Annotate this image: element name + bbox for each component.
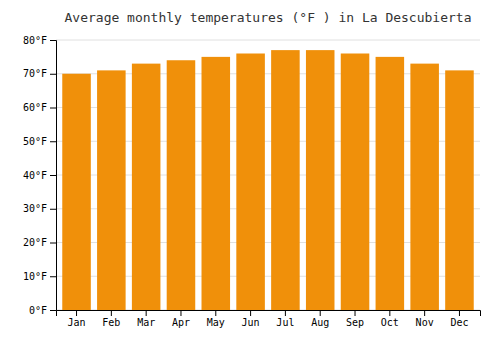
bar [445,70,474,310]
chart: Jan Feb Mar Apr May Jun Jul Aug Sep Oct Nov Dec 0°F 1… [0,0,500,350]
y-tick: 50°F [23,136,56,147]
bars [62,50,473,310]
bar [341,54,370,311]
x-tick-label: Aug [311,317,329,328]
x-tick-mark [250,310,251,316]
x-tick: Jun [242,310,260,328]
x-tick-label: Jul [276,317,294,328]
x-tick-label: Dec [450,317,468,328]
y-tick: 10°F [23,271,56,282]
y-tick-mark [50,310,56,311]
bar [306,50,335,310]
y-tick-label: 30°F [23,203,47,214]
x-tick-mark [424,310,425,316]
x-tick-mark [76,310,77,316]
y-tick-mark [50,209,56,210]
y-tick-mark [50,74,56,75]
y-tick: 0°F [29,305,56,316]
bar [236,54,265,311]
y-tick-label: 60°F [23,102,47,113]
x-tick-label: Nov [416,317,434,328]
y-tick-mark [50,141,56,142]
x-tick-label: Mar [137,317,155,328]
bar [167,60,196,310]
x-tick-label: Oct [381,317,399,328]
x-tick-mark [180,310,181,316]
x-tick-mark [355,310,356,316]
y-tick-mark [50,175,56,176]
y-tick: 80°F [23,35,56,46]
x-tick-mark [389,310,390,316]
plot-area: Jan Feb Mar Apr May Jun Jul Aug Sep Oct Nov Dec 0°F 1… [23,35,481,328]
y-tick-label: 50°F [23,136,47,147]
x-tick: Oct [381,310,399,328]
y-tick-mark [50,108,56,109]
x-tick-label: Sep [346,317,364,328]
bar [97,70,126,310]
x-tick: Nov [416,310,434,328]
x-tick-label: Apr [172,317,190,328]
bar [132,64,161,310]
x-tick-mark [285,310,286,316]
y-tick: 70°F [23,68,56,79]
y-tick-label: 20°F [23,237,47,248]
y-tick-label: 40°F [23,170,47,181]
x-tick-label: Feb [102,317,120,328]
x-tick-mark [320,310,321,316]
bar [271,50,300,310]
title: Average monthly temperatures (°F ) in La… [65,10,472,25]
grid [56,40,480,310]
y-tick-mark [50,40,56,41]
y-tick: 20°F [23,237,56,248]
x-tick: Apr [172,310,190,328]
bar [376,57,405,310]
y-axis: 0°F 10°F 20°F 30°F 40°F 50°F 60°F 70°F 80°F [23,35,57,316]
y-tick-mark [50,243,56,244]
x-tick: Mar [137,310,155,328]
x-tick-label: Jan [68,317,86,328]
bar [62,74,91,310]
x-tick: Jul [276,310,294,328]
x-axis: Jan Feb Mar Apr May Jun Jul Aug Sep Oct Nov Dec [57,310,481,328]
y-axis-line [50,41,57,311]
x-tick: Aug [311,310,329,328]
x-tick-mark [111,310,112,316]
x-tick: Dec [450,310,468,328]
x-axis-line [57,311,481,317]
y-tick: 30°F [23,203,56,214]
bar [202,57,231,310]
bar [410,64,439,310]
y-tick-label: 10°F [23,271,47,282]
x-tick-mark [459,310,460,316]
y-tick-label: 0°F [29,305,47,316]
grid-line [56,40,480,41]
x-tick-label: May [207,317,225,328]
x-tick-mark [215,310,216,316]
y-tick-mark [50,276,56,277]
x-tick-mark [146,310,147,316]
y-tick-label: 80°F [23,35,47,46]
y-tick: 60°F [23,102,56,113]
x-tick: Feb [102,310,120,328]
x-tick-label: Jun [242,317,260,328]
x-tick: Sep [346,310,364,328]
y-tick-label: 70°F [23,68,47,79]
x-tick: Jan [68,310,86,328]
x-tick: May [207,310,225,328]
y-tick: 40°F [23,170,56,181]
